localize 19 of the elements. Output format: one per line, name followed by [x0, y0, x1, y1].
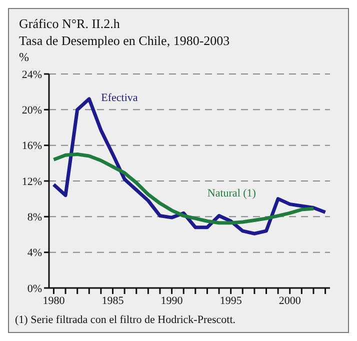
chart-title: Gráfico N°R. II.2.h	[19, 15, 121, 32]
x-tick-label: 1985	[102, 294, 124, 307]
x-tick-label: 2000	[278, 294, 302, 307]
chart-subtitle: Tasa de Desempleo en Chile, 1980-2003	[19, 32, 231, 49]
y-tick-label: 4%	[27, 247, 42, 260]
y-tick-label: 12%	[22, 176, 42, 188]
x-tick-label: 1995	[220, 294, 242, 307]
y-tick-label: 16%	[22, 140, 42, 152]
series-label: Natural (1)	[207, 187, 256, 200]
y-tick-label: 20%	[22, 104, 42, 117]
y-tick-label: 0%	[27, 282, 42, 295]
y-tick-label: 8%	[27, 212, 42, 224]
y-axis-title: %	[19, 49, 30, 66]
x-tick-label: 1990	[160, 294, 184, 307]
text: (1) Serie filtrada con el filtro de Hodrick-Prescott.	[15, 314, 237, 326]
x-tick-label: 1980	[42, 294, 66, 307]
series-label: Efectiva	[101, 92, 138, 104]
line-series	[52, 152, 316, 225]
y-tick-label: 24%	[22, 68, 42, 81]
